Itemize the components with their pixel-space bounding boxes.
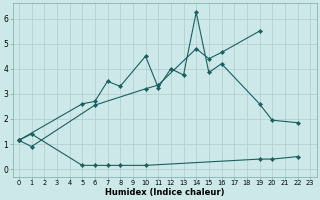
- X-axis label: Humidex (Indice chaleur): Humidex (Indice chaleur): [105, 188, 224, 197]
